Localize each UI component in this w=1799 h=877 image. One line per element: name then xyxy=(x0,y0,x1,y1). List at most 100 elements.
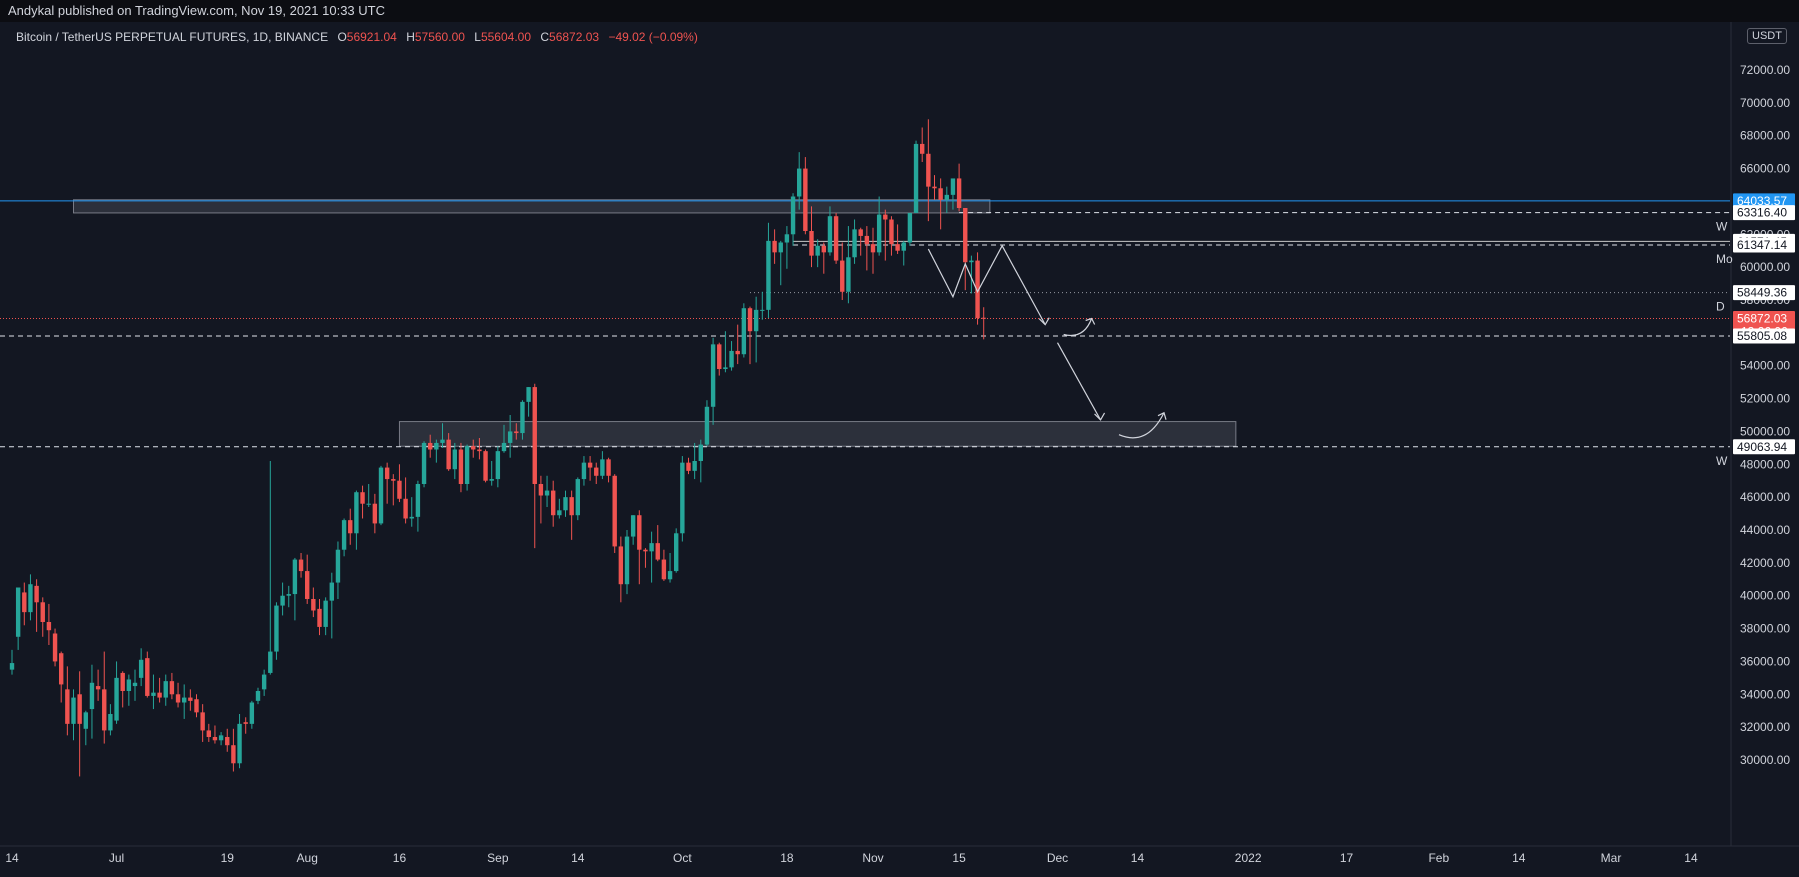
candle-body[interactable] xyxy=(175,694,181,703)
candle-body[interactable] xyxy=(341,520,347,550)
candle-body[interactable] xyxy=(901,242,906,251)
candle-body[interactable] xyxy=(126,679,132,692)
candle-body[interactable] xyxy=(797,168,802,197)
candle-body[interactable] xyxy=(846,257,851,292)
candle-body[interactable] xyxy=(630,515,636,537)
candle-body[interactable] xyxy=(920,143,925,154)
candle-body[interactable] xyxy=(563,497,568,511)
candle-body[interactable] xyxy=(667,571,673,580)
candle-body[interactable] xyxy=(169,681,175,695)
candle-body[interactable] xyxy=(495,451,501,480)
candle-body[interactable] xyxy=(587,462,593,468)
candle-body[interactable] xyxy=(471,446,476,450)
candle-body[interactable] xyxy=(956,178,962,208)
candle-body[interactable] xyxy=(963,208,968,263)
candle-body[interactable] xyxy=(286,594,291,596)
candle-body[interactable] xyxy=(784,234,790,243)
candle-body[interactable] xyxy=(569,497,574,516)
candle-body[interactable] xyxy=(661,559,667,580)
candle-body[interactable] xyxy=(206,730,211,737)
candle-body[interactable] xyxy=(65,689,70,724)
candle-body[interactable] xyxy=(391,479,396,481)
candle-body[interactable] xyxy=(501,442,507,452)
candle-body[interactable] xyxy=(274,605,279,652)
candle-body[interactable] xyxy=(692,461,697,471)
candle-body[interactable] xyxy=(9,663,15,670)
candle-body[interactable] xyxy=(397,480,402,499)
candle-body[interactable] xyxy=(833,216,839,261)
candle-body[interactable] xyxy=(71,697,76,724)
candle-body[interactable] xyxy=(415,484,421,517)
candle-body[interactable] xyxy=(440,439,445,443)
candle-body[interactable] xyxy=(778,242,783,253)
candle-body[interactable] xyxy=(446,439,451,470)
candle-body[interactable] xyxy=(22,592,27,613)
candle-body[interactable] xyxy=(809,231,814,256)
candle-body[interactable] xyxy=(329,582,334,601)
candle-body[interactable] xyxy=(378,467,384,524)
candle-body[interactable] xyxy=(483,451,488,481)
candle-body[interactable] xyxy=(729,350,734,368)
candle-body[interactable] xyxy=(538,484,544,496)
candle-body[interactable] xyxy=(46,622,52,631)
candle-body[interactable] xyxy=(311,599,316,611)
candle-body[interactable] xyxy=(766,240,771,310)
candle-body[interactable] xyxy=(753,309,759,332)
candle-body[interactable] xyxy=(772,240,777,253)
price-tag-3[interactable] xyxy=(1733,237,1795,253)
candle-body[interactable] xyxy=(83,712,88,729)
candle-body[interactable] xyxy=(575,479,580,516)
price-tag-6[interactable] xyxy=(1733,328,1795,344)
candle-body[interactable] xyxy=(889,219,894,245)
candle-body[interactable] xyxy=(354,492,359,534)
candle-body[interactable] xyxy=(360,492,365,504)
candle-body[interactable] xyxy=(317,608,322,627)
candle-body[interactable] xyxy=(40,602,45,622)
candle-body[interactable] xyxy=(600,459,605,476)
candle-body[interactable] xyxy=(883,214,888,220)
candle-body[interactable] xyxy=(421,442,427,484)
candle-body[interactable] xyxy=(870,244,876,253)
candle-body[interactable] xyxy=(514,431,519,434)
candle-body[interactable] xyxy=(698,444,703,461)
candle-body[interactable] xyxy=(384,467,390,480)
candle-body[interactable] xyxy=(704,406,710,445)
candle-body[interactable] xyxy=(815,245,820,256)
candle-body[interactable] xyxy=(840,260,845,292)
candle-body[interactable] xyxy=(102,689,107,731)
candle-body[interactable] xyxy=(938,188,943,200)
candle-body[interactable] xyxy=(489,479,494,481)
candle-body[interactable] xyxy=(77,694,82,724)
candle-body[interactable] xyxy=(89,682,95,710)
candle-body[interactable] xyxy=(28,584,33,613)
candle-body[interactable] xyxy=(452,449,457,470)
bounce-curve-2[interactable] xyxy=(1118,412,1165,439)
candle-body[interactable] xyxy=(34,585,39,603)
candle-body[interactable] xyxy=(151,692,156,696)
candle-body[interactable] xyxy=(409,516,414,519)
candle-body[interactable] xyxy=(200,712,205,731)
candle-body[interactable] xyxy=(907,212,913,243)
candle-body[interactable] xyxy=(231,745,236,764)
candle-body[interactable] xyxy=(913,143,919,213)
candle-body[interactable] xyxy=(581,462,587,480)
candle-body[interactable] xyxy=(348,520,353,534)
candle-body[interactable] xyxy=(969,260,974,263)
candle-body[interactable] xyxy=(292,559,298,595)
candle-body[interactable] xyxy=(194,699,199,713)
candle-body[interactable] xyxy=(803,168,808,231)
candle-body[interactable] xyxy=(790,196,796,235)
projection-zigzag[interactable] xyxy=(927,244,1046,325)
candle-body[interactable] xyxy=(243,722,248,724)
projection-arrow-2[interactable] xyxy=(1056,342,1102,421)
candle-body[interactable] xyxy=(735,350,740,355)
candle-body[interactable] xyxy=(255,691,261,701)
candle-body[interactable] xyxy=(680,462,685,534)
candle-body[interactable] xyxy=(551,490,556,516)
price-tag-1[interactable] xyxy=(1733,205,1795,221)
candle-body[interactable] xyxy=(852,229,857,258)
candle-body[interactable] xyxy=(975,260,980,319)
candle-body[interactable] xyxy=(15,587,21,637)
candle-body[interactable] xyxy=(108,714,113,731)
candle-body[interactable] xyxy=(298,559,304,572)
